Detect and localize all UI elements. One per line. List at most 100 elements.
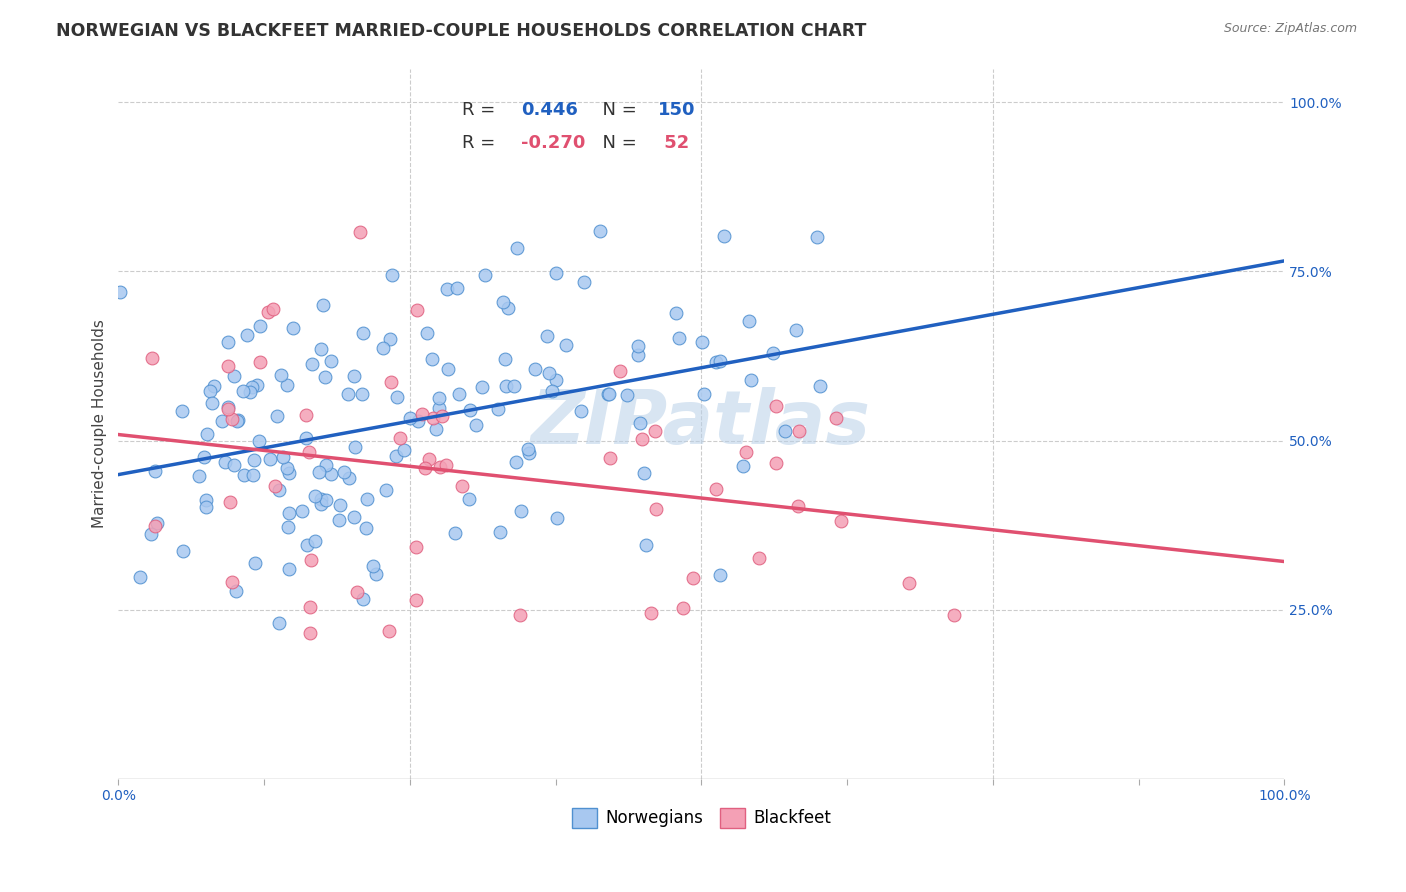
Point: [143, 519, 166, 533]
Point: [232, 384, 254, 398]
Text: R =: R =: [463, 134, 502, 153]
Point: [773, 424, 796, 438]
Point: [538, 366, 561, 380]
Point: [690, 334, 713, 349]
Point: [239, 384, 262, 399]
Point: [277, 520, 299, 534]
Point: [295, 538, 318, 552]
Point: [627, 339, 650, 353]
Point: [405, 540, 427, 554]
Point: [371, 341, 394, 355]
Point: [309, 491, 332, 506]
Point: [301, 357, 323, 371]
Point: [187, 468, 209, 483]
Text: 150: 150: [658, 101, 696, 119]
Point: [221, 412, 243, 426]
Legend: Norwegians, Blackfeet: Norwegians, Blackfeet: [565, 801, 838, 835]
Point: [378, 624, 401, 638]
Point: [240, 380, 263, 394]
Point: [356, 491, 378, 506]
Point: [364, 566, 387, 581]
Point: [668, 331, 690, 345]
Point: [352, 592, 374, 607]
Point: [264, 479, 287, 493]
Point: [170, 403, 193, 417]
Point: [298, 445, 321, 459]
Point: [449, 386, 471, 401]
Y-axis label: Married-couple Households: Married-couple Households: [93, 319, 107, 528]
Point: [195, 493, 218, 508]
Point: [486, 401, 509, 416]
Point: [304, 534, 326, 549]
Point: [311, 298, 333, 312]
Point: [633, 466, 655, 480]
Point: [399, 410, 422, 425]
Point: [713, 229, 735, 244]
Point: [267, 615, 290, 630]
Point: [266, 409, 288, 423]
Point: [143, 464, 166, 478]
Point: [321, 467, 343, 482]
Point: [415, 326, 437, 341]
Point: [278, 506, 301, 520]
Point: [298, 600, 321, 615]
Point: [693, 386, 716, 401]
Point: [598, 386, 620, 401]
Point: [172, 543, 194, 558]
Point: [243, 556, 266, 570]
Point: [226, 413, 249, 427]
Text: NORWEGIAN VS BLACKFEET MARRIED-COUPLE HOUSEHOLDS CORRELATION CHART: NORWEGIAN VS BLACKFEET MARRIED-COUPLE HO…: [56, 22, 866, 40]
Point: [474, 268, 496, 282]
Point: [897, 575, 920, 590]
Point: [509, 607, 531, 622]
Point: [787, 499, 810, 513]
Point: [194, 500, 217, 514]
Point: [634, 538, 657, 552]
Point: [942, 608, 965, 623]
Point: [309, 342, 332, 356]
Point: [523, 362, 546, 376]
Point: [517, 446, 540, 460]
Point: [418, 452, 440, 467]
Point: [315, 458, 337, 472]
Point: [420, 351, 443, 366]
Point: [830, 514, 852, 528]
Point: [214, 455, 236, 469]
Point: [356, 521, 378, 535]
Point: [270, 368, 292, 382]
Point: [517, 442, 540, 457]
Point: [536, 329, 558, 343]
Point: [278, 467, 301, 481]
Point: [471, 380, 494, 394]
Point: [505, 455, 527, 469]
Point: [242, 467, 264, 482]
Point: [446, 281, 468, 295]
Point: [283, 321, 305, 335]
Point: [198, 384, 221, 398]
Point: [599, 451, 621, 466]
Point: [392, 442, 415, 457]
Text: 0.446: 0.446: [520, 101, 578, 119]
Point: [380, 375, 402, 389]
Text: R =: R =: [463, 101, 502, 119]
Text: -0.270: -0.270: [520, 134, 585, 153]
Point: [738, 314, 761, 328]
Point: [381, 268, 404, 282]
Point: [434, 458, 457, 473]
Point: [246, 378, 269, 392]
Point: [247, 434, 270, 448]
Point: [141, 351, 163, 366]
Point: [436, 282, 458, 296]
Point: [195, 427, 218, 442]
Point: [308, 465, 330, 479]
Point: [217, 400, 239, 414]
Point: [375, 483, 398, 498]
Point: [128, 570, 150, 584]
Point: [765, 456, 787, 470]
Point: [644, 424, 666, 438]
Point: [731, 459, 754, 474]
Point: [425, 422, 447, 436]
Point: [249, 355, 271, 369]
Point: [276, 460, 298, 475]
Point: [457, 491, 479, 506]
